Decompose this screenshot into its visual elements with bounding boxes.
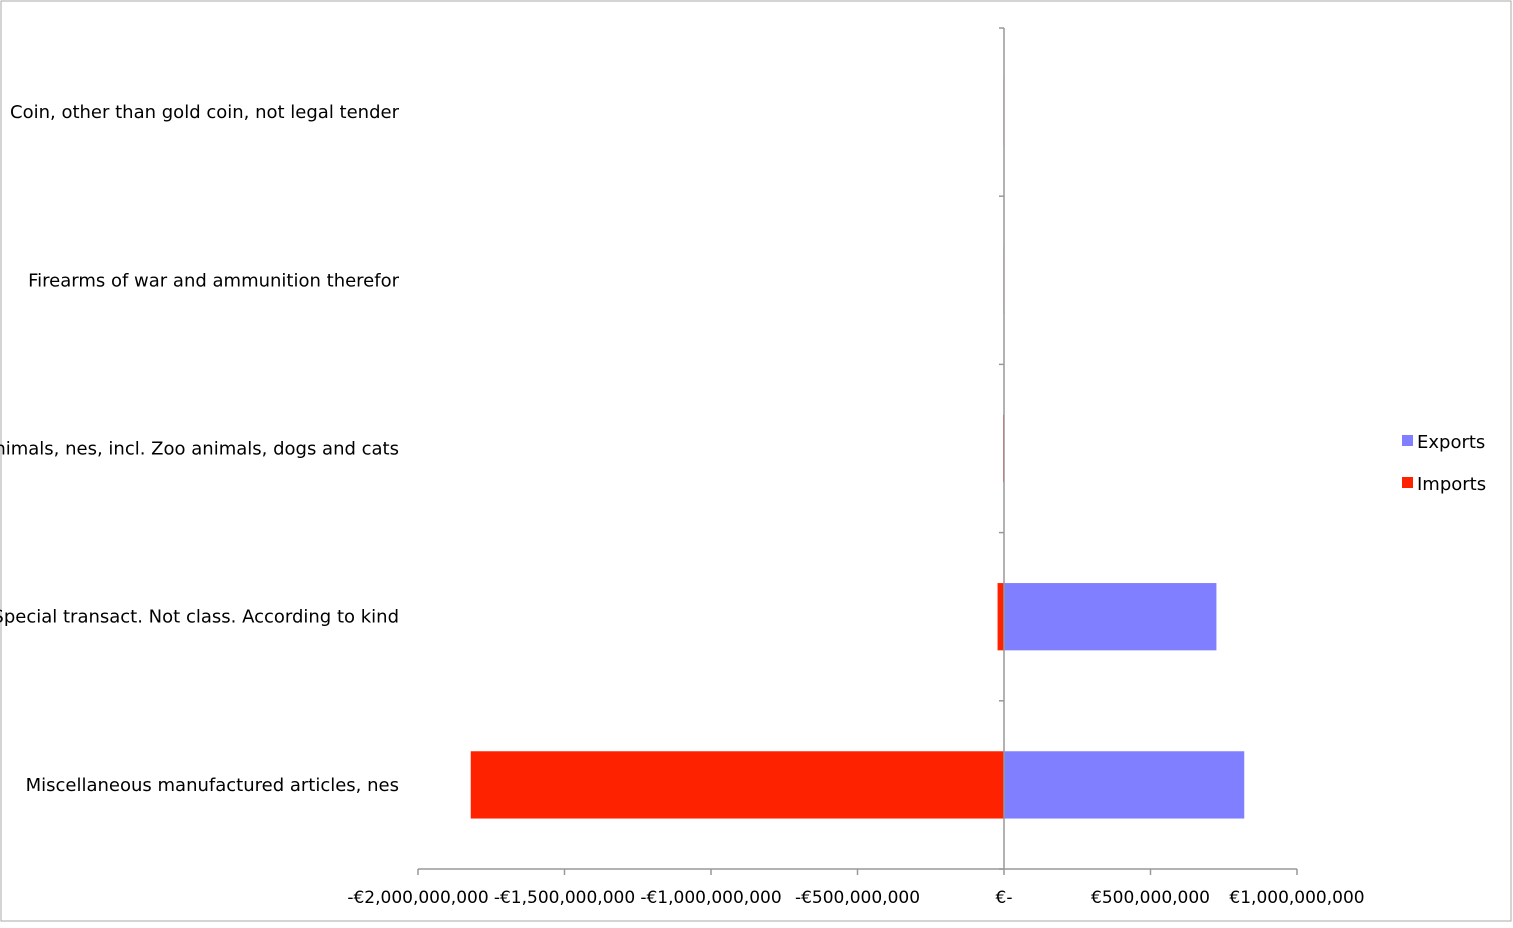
bar-imports-4 [470, 751, 1004, 819]
x-tick-label-4: €- [996, 888, 1013, 908]
legend-label-exports: Exports [1417, 432, 1485, 453]
category-label-1: Firearms of war and ammunition therefor [28, 270, 399, 291]
category-label-4: Miscellaneous manufactured articles, nes [26, 775, 399, 796]
x-tick-label-2: -€1,000,000,000 [640, 888, 781, 908]
category-label-2: Animals, nes, incl. Zoo animals, dogs an… [0, 439, 399, 460]
labels-layer: -€2,000,000,000 -€1,500,000,000 -€1,000,00… [0, 102, 1365, 908]
category-label-3: Special transact. Not class. According t… [0, 607, 399, 628]
x-tick-label-0: -€2,000,000,000 [347, 888, 488, 908]
bar-exports-3 [1004, 583, 1217, 651]
bars-layer [470, 78, 1245, 819]
bar-exports-4 [1004, 751, 1245, 819]
x-tick-label-6: €1,000,000,000 [1229, 888, 1364, 908]
category-label-0: Coin, other than gold coin, not legal te… [10, 102, 400, 123]
bar-imports-3 [997, 583, 1004, 651]
x-tick-label-1: -€1,500,000,000 [494, 888, 635, 908]
legend-swatch-imports [1402, 477, 1413, 488]
x-tick-label-5: €500,000,000 [1091, 888, 1210, 908]
legend-swatch-exports [1402, 435, 1413, 446]
axes-layer [417, 27, 1298, 875]
legend-label-imports: Imports [1417, 474, 1486, 495]
x-tick-label-3: -€500,000,000 [795, 888, 920, 908]
legend: Exports Imports [1402, 432, 1486, 495]
